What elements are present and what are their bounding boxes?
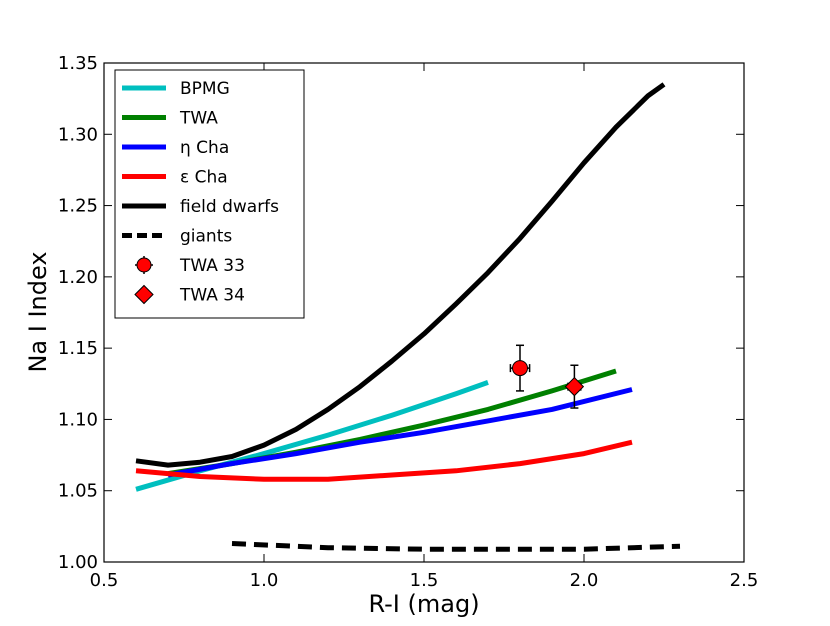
legend-entry: BPMG <box>122 79 230 99</box>
x-tick-label: 1.5 <box>410 570 439 591</box>
x-tick-label: 2.0 <box>570 570 599 591</box>
x-tick-label: 2.5 <box>730 570 759 591</box>
legend-label: η Cha <box>180 138 229 158</box>
legend-entry: TWA <box>122 109 218 129</box>
legend-label: giants <box>180 227 232 247</box>
y-axis-label: Na I Index <box>24 251 52 372</box>
y-tick-label: 1.00 <box>58 552 98 573</box>
series-line-epsilon-cha <box>135 439 633 482</box>
y-tick-label: 1.25 <box>58 196 98 217</box>
legend-entry: TWA 33 <box>135 256 245 276</box>
legend-entry: giants <box>122 227 232 247</box>
legend-entry: field dwarfs <box>122 197 279 217</box>
legend-label: field dwarfs <box>180 197 279 217</box>
legend-label: TWA 34 <box>179 286 245 306</box>
y-tick-label: 1.15 <box>58 338 98 359</box>
y-tick-label: 1.10 <box>58 409 98 430</box>
legend: BPMG TWA η Cha ε Cha field dwarfs giants TWA 3… <box>114 69 305 319</box>
legend-entry: TWA 34 <box>134 284 245 306</box>
data-point-twa-34 <box>564 364 585 409</box>
data-point-twa-33 <box>509 344 531 392</box>
y-tick-label: 1.30 <box>58 124 98 145</box>
legend-swatch <box>134 284 154 305</box>
legend-entry: η Cha <box>122 138 229 158</box>
legend-frame <box>114 69 305 319</box>
legend-label: ε Cha <box>180 168 228 188</box>
legend-swatch <box>136 257 152 273</box>
y-tick-label: 1.20 <box>58 267 98 288</box>
x-tick-label: 1.0 <box>250 570 279 591</box>
legend-label: TWA <box>179 109 218 129</box>
x-tick-label: 0.5 <box>90 570 119 591</box>
legend-label: TWA 33 <box>179 256 245 276</box>
series-line-field-dwarfs <box>135 82 666 468</box>
x-axis-label: R-I (mag) <box>368 590 479 618</box>
legend-label: BPMG <box>180 79 230 99</box>
y-tick-label: 1.35 <box>58 53 98 74</box>
series-line-giants <box>231 541 681 552</box>
legend-entry: ε Cha <box>122 168 228 188</box>
series-line-eta-cha <box>167 387 633 478</box>
y-tick-label: 1.05 <box>58 481 98 502</box>
